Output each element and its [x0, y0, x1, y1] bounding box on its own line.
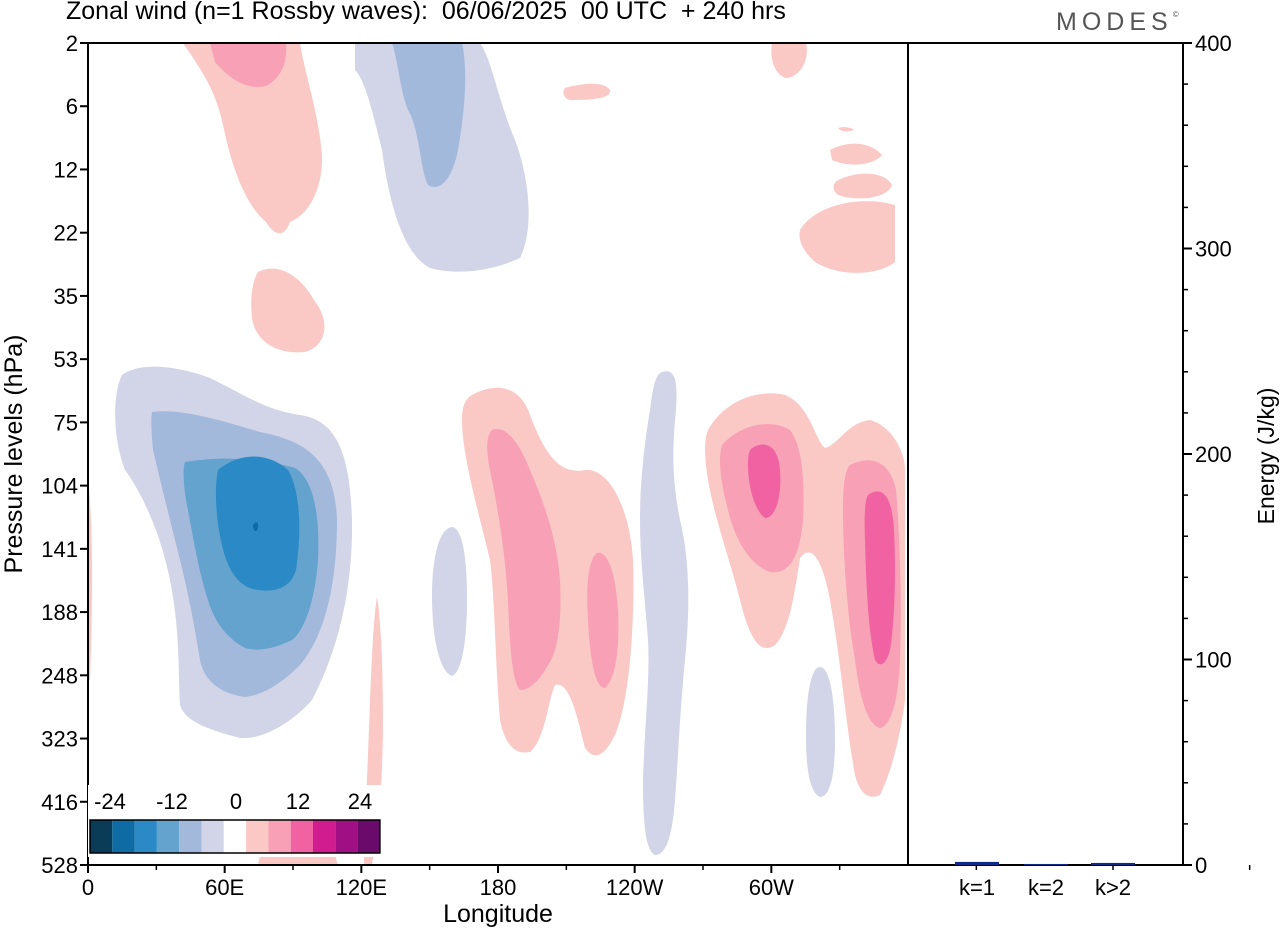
contour-positive-12: [210, 43, 287, 87]
colorbar-swatch: [179, 820, 202, 853]
colorbar-swatch: [357, 820, 380, 853]
energy-tick-label: 400: [1195, 31, 1232, 56]
contour-positive-6: [838, 127, 854, 132]
colorbar-frame: [89, 819, 381, 854]
colorbar-label: 0: [230, 789, 242, 814]
x-tick-label: 120W: [606, 875, 664, 900]
y-tick-label: 53: [54, 347, 78, 372]
y-tick-label: 528: [41, 853, 78, 878]
contour-positive-6: [833, 173, 892, 199]
modes-logo: MODES©: [1056, 8, 1179, 37]
energy-category-label: k=2: [1028, 875, 1064, 900]
contour-positive-18: [748, 444, 781, 518]
brand-name: MODES: [1056, 8, 1173, 36]
colorbar-label: -24: [94, 789, 126, 814]
y-tick-label: 75: [54, 410, 78, 435]
colorbar-label: -12: [156, 789, 188, 814]
colorbar-legend: -24 -12 0 12 24: [88, 785, 382, 857]
y-tick-label: 35: [54, 284, 78, 309]
energy-tick-label: 300: [1195, 237, 1232, 262]
y-tick-label: 416: [41, 790, 78, 815]
energy-category-label: k=1: [959, 875, 995, 900]
colorbar-swatch: [112, 820, 135, 853]
energy-axis-label: Energy (J/kg): [1253, 388, 1279, 525]
colorbar-swatch: [313, 820, 336, 853]
x-tick-label: 0: [82, 875, 94, 900]
contour-positive-12: [587, 552, 619, 688]
x-tick-label: 60E: [205, 875, 244, 900]
longitude-axis-ticks: 0 60E 120E 180 120W 60W: [82, 865, 1251, 900]
contour-positive-6: [251, 268, 325, 353]
y-tick-label: 141: [41, 537, 78, 562]
y-tick-label: 22: [54, 221, 78, 246]
y-tick-label: 323: [41, 727, 78, 752]
x-tick-label: 120E: [336, 875, 387, 900]
colorbar-swatch: [290, 820, 313, 853]
x-axis-label: Longitude: [443, 900, 553, 928]
colorbar-swatch: [156, 820, 180, 853]
colorbar-swatch: [246, 820, 269, 853]
contour-positive-6: [563, 83, 611, 100]
contour-negative-6: [640, 371, 689, 855]
energy-bar: [955, 861, 999, 865]
energy-tick-label: 0: [1195, 853, 1207, 878]
contour-negative-6: [806, 667, 835, 797]
contour-positive-6: [830, 143, 882, 165]
colorbar-swatch: [134, 820, 157, 853]
colorbar-swatch: [90, 820, 113, 853]
pressure-axis-ticks: 2 6 12 22 35 53 75 104 141 188 248 323 416 528: [41, 31, 88, 878]
contour-positive-12: [487, 429, 561, 690]
y-tick-label: 12: [54, 157, 78, 182]
energy-tick-label: 100: [1195, 648, 1232, 673]
x-tick-label: 60W: [749, 875, 794, 900]
y-tick-label: 104: [41, 474, 78, 499]
colorbar-swatch: [268, 820, 291, 853]
energy-bar: [1091, 862, 1135, 865]
y-tick-label: 248: [41, 663, 78, 688]
colorbar-swatch: [201, 820, 224, 853]
y-tick-label: 188: [41, 600, 78, 625]
brand-mark: ©: [1172, 10, 1179, 19]
colorbar-label: 12: [286, 789, 310, 814]
contour-minimum-core: [253, 522, 259, 532]
x-tick-label: 180: [480, 875, 517, 900]
chart-title: Zonal wind (n=1 Rossby waves): 06/06/202…: [66, 0, 786, 25]
energy-bars: k=1 k=2 k>2: [955, 861, 1135, 900]
zonal-wind-contour-plot: [88, 43, 908, 865]
contour-negative-6: [432, 527, 467, 676]
y-axis-label: Pressure levels (hPa): [0, 335, 28, 574]
contour-positive-18: [864, 491, 895, 665]
energy-plot-frame: [907, 42, 1184, 866]
colorbar-swatch: [223, 820, 247, 853]
energy-bar: [1024, 863, 1068, 865]
contour-positive-6: [88, 480, 93, 680]
colorbar-swatch: [335, 820, 358, 853]
contour-negative-12: [392, 43, 466, 187]
colorbar-label: 24: [348, 789, 372, 814]
y-tick-label: 6: [66, 94, 78, 119]
energy-category-label: k>2: [1095, 875, 1131, 900]
y-tick-label: 2: [66, 31, 78, 56]
energy-tick-label: 200: [1195, 442, 1232, 467]
contour-positive-6: [183, 43, 323, 234]
contour-positive-6: [799, 201, 895, 273]
energy-axis-ticks: 0 100 200 300 400: [1183, 31, 1232, 878]
contour-positive-6: [771, 43, 807, 78]
